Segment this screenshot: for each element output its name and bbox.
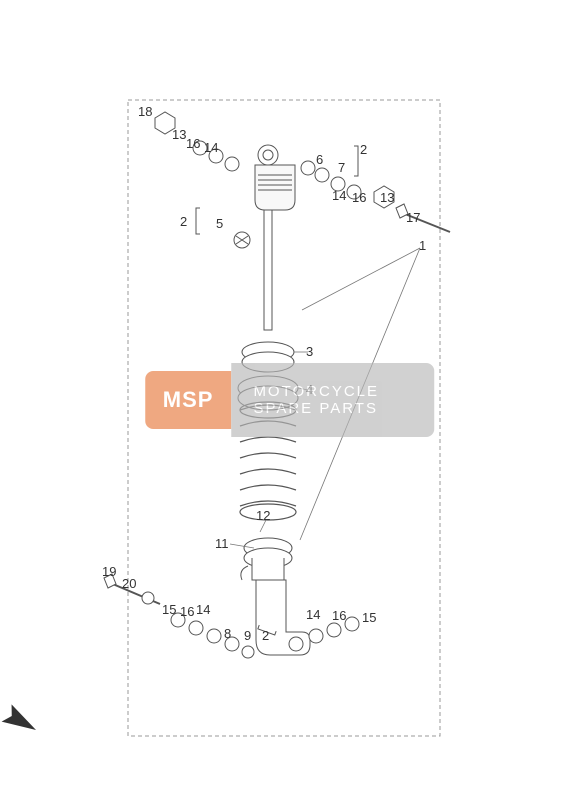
callout-19: 19 — [102, 564, 116, 579]
callout-15: 15 — [362, 610, 376, 625]
callout-3: 3 — [306, 344, 313, 359]
callout-14: 14 — [204, 140, 218, 155]
shock-absorber-diagram: 1222345678911121313141414141515161616161… — [0, 0, 579, 800]
callout-13: 13 — [172, 127, 186, 142]
callout-20: 20 — [122, 576, 136, 591]
callout-14: 14 — [196, 602, 210, 617]
callout-14: 14 — [332, 188, 346, 203]
callout-14: 14 — [306, 607, 320, 622]
callout-16: 16 — [332, 608, 346, 623]
callout-11: 11 — [215, 536, 229, 551]
callout-8: 8 — [224, 626, 231, 641]
callout-16: 16 — [186, 136, 200, 151]
callout-18: 18 — [138, 104, 152, 119]
callout-16: 16 — [180, 604, 194, 619]
callout-13: 13 — [380, 190, 394, 205]
callout-12: 12 — [256, 508, 270, 523]
callout-17: 17 — [406, 210, 420, 225]
callout-4: 4 — [306, 382, 313, 397]
callout-7: 7 — [338, 160, 345, 175]
callout-9: 9 — [244, 628, 251, 643]
callout-5: 5 — [216, 216, 223, 231]
callout-6: 6 — [316, 152, 323, 167]
callout-2: 2 — [262, 628, 269, 643]
callout-1: 1 — [419, 238, 426, 253]
callout-16: 16 — [352, 190, 366, 205]
callout-2: 2 — [360, 142, 367, 157]
technical-drawing-svg — [0, 0, 579, 800]
callout-2: 2 — [180, 214, 187, 229]
callout-15: 15 — [162, 602, 176, 617]
